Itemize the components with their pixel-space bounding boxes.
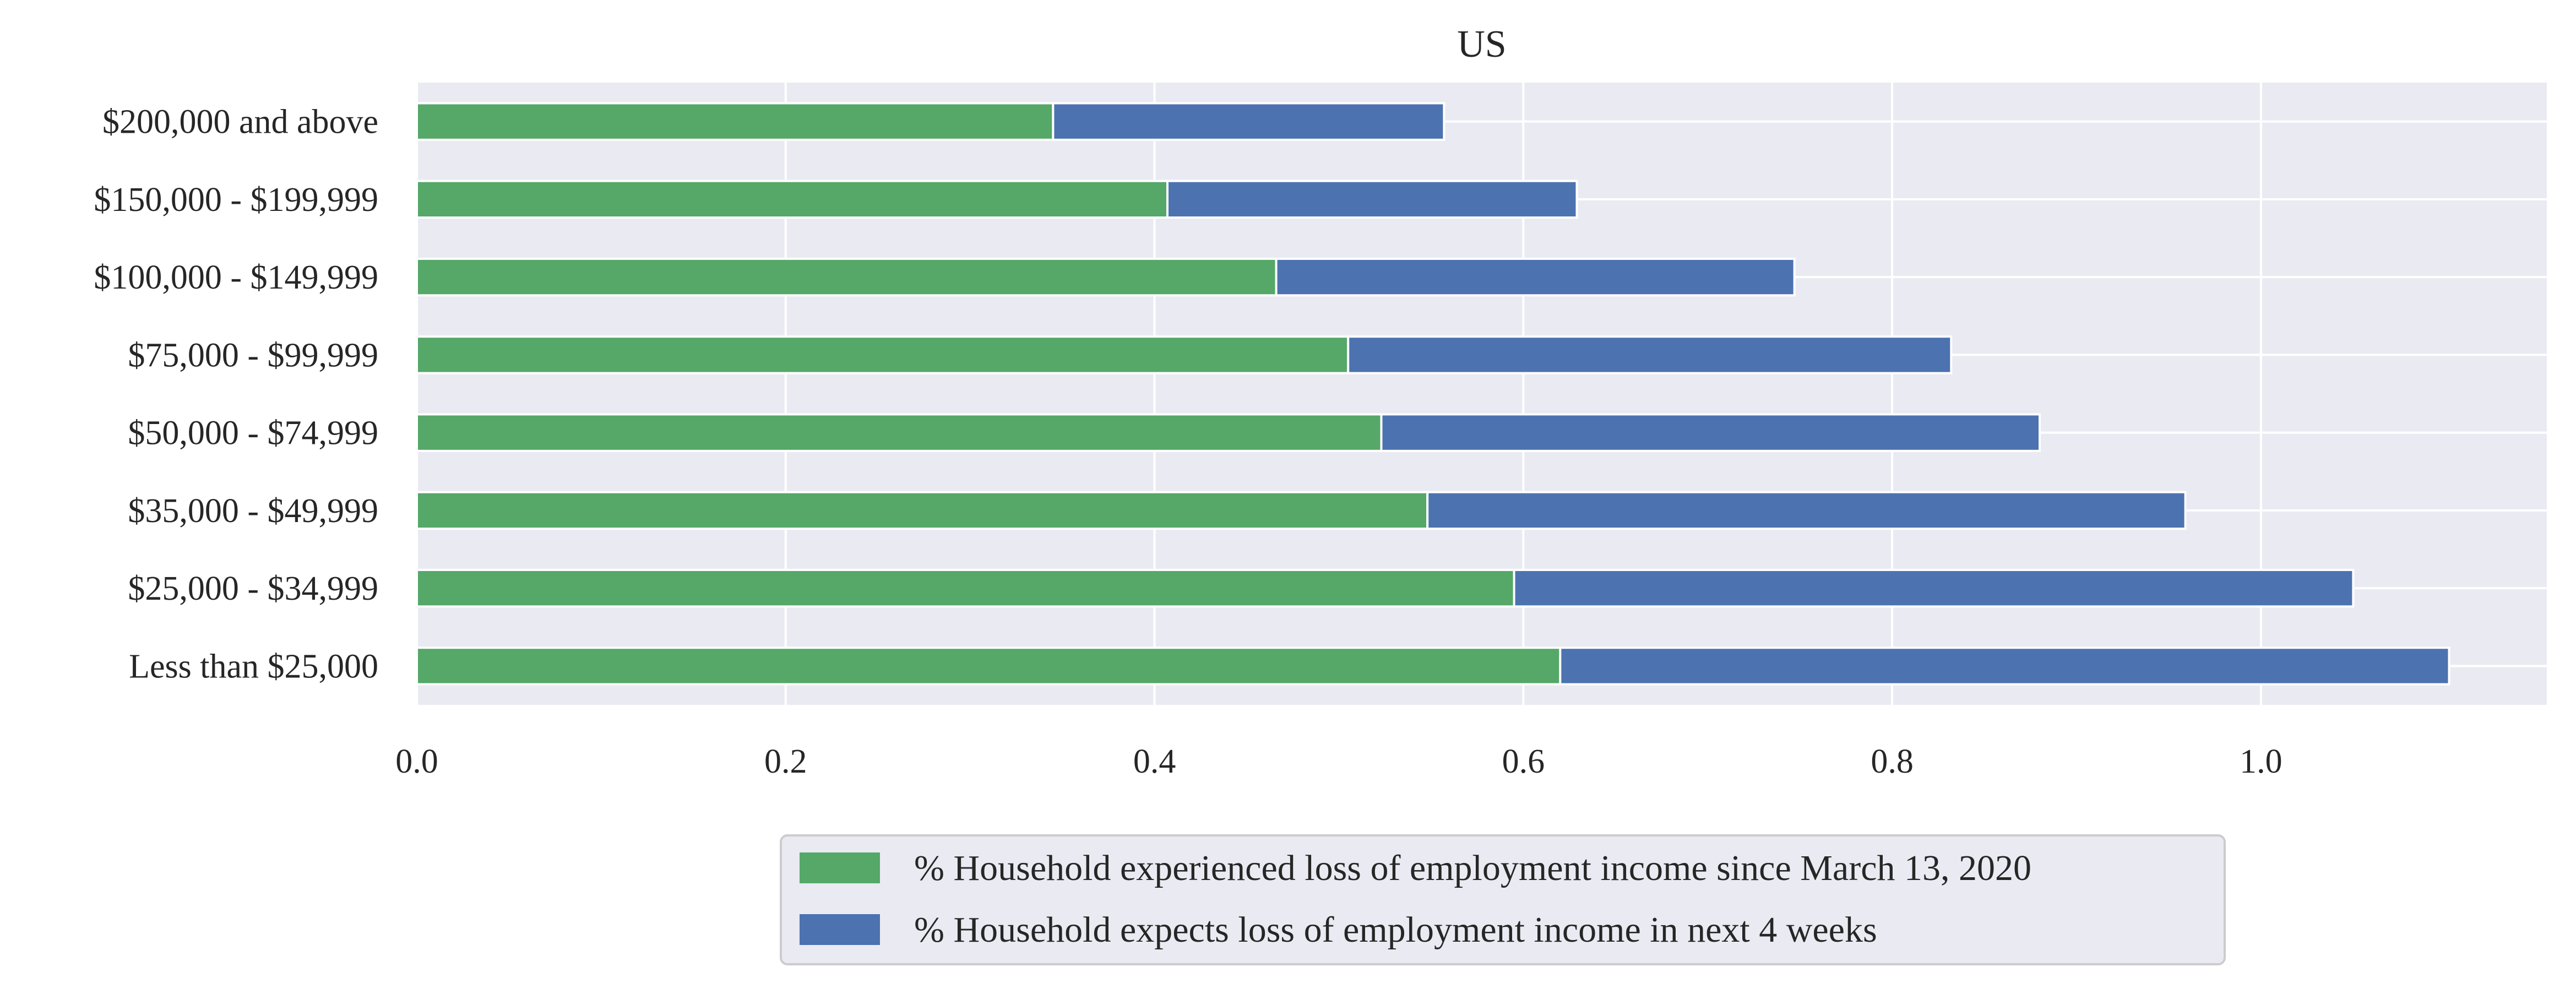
bar-series-1 [416,413,1383,452]
y-tick-label: $35,000 - $49,999 [128,492,378,530]
x-tick-labels: 0.0 0.2 0.4 0.6 0.8 1.0 [395,743,2282,780]
bar-series-1 [416,647,1562,686]
x-tick-label: 0.4 [1133,743,1176,780]
legend-box [780,834,2226,965]
legend-swatch-1 [800,852,880,883]
plot-area [417,83,2547,705]
y-tick-label: $100,000 - $149,999 [94,259,378,296]
bar-series-2 [1347,335,1953,374]
x-tick-label: 0.2 [764,743,807,780]
bar-series-1 [416,180,1169,219]
y-tick-labels: Less than $25,000 $25,000 - $34,999 $35,00… [94,104,378,686]
bar-series-2 [1559,647,2450,686]
bar-series-1 [416,257,1278,297]
bar-series-1 [416,335,1350,374]
x-tick-label: 0.6 [1502,743,1545,780]
bar-series-1 [416,102,1055,141]
x-tick-label: 0.0 [395,743,438,780]
legend: % Household experienced loss of employme… [780,834,2226,965]
y-tick-label: $150,000 - $199,999 [94,181,378,219]
y-tick-label: $200,000 and above [102,104,378,141]
y-tick-label: $75,000 - $99,999 [128,336,378,374]
y-tick-label: $25,000 - $34,999 [128,570,378,607]
legend-label-1: % Household experienced loss of employme… [914,848,2031,888]
bar-series-1 [416,568,1515,608]
x-tick-label: 0.8 [1871,743,1914,780]
x-tick-label: 1.0 [2240,743,2282,780]
bar-series-2 [1166,180,1578,219]
bar-series-1 [416,491,1429,530]
bar-series-2 [1380,413,2041,452]
bars [416,102,2450,686]
bar-series-2 [1426,491,2187,530]
chart-title: US [1457,23,1506,66]
bar-series-2 [1275,257,1796,297]
y-tick-label: Less than $25,000 [129,648,378,685]
legend-swatch-2 [800,914,880,945]
y-tick-label: $50,000 - $74,999 [128,415,378,452]
legend-label-2: % Household expects loss of employment i… [914,910,1877,950]
bar-series-2 [1513,568,2355,608]
bar-series-2 [1052,102,1445,141]
